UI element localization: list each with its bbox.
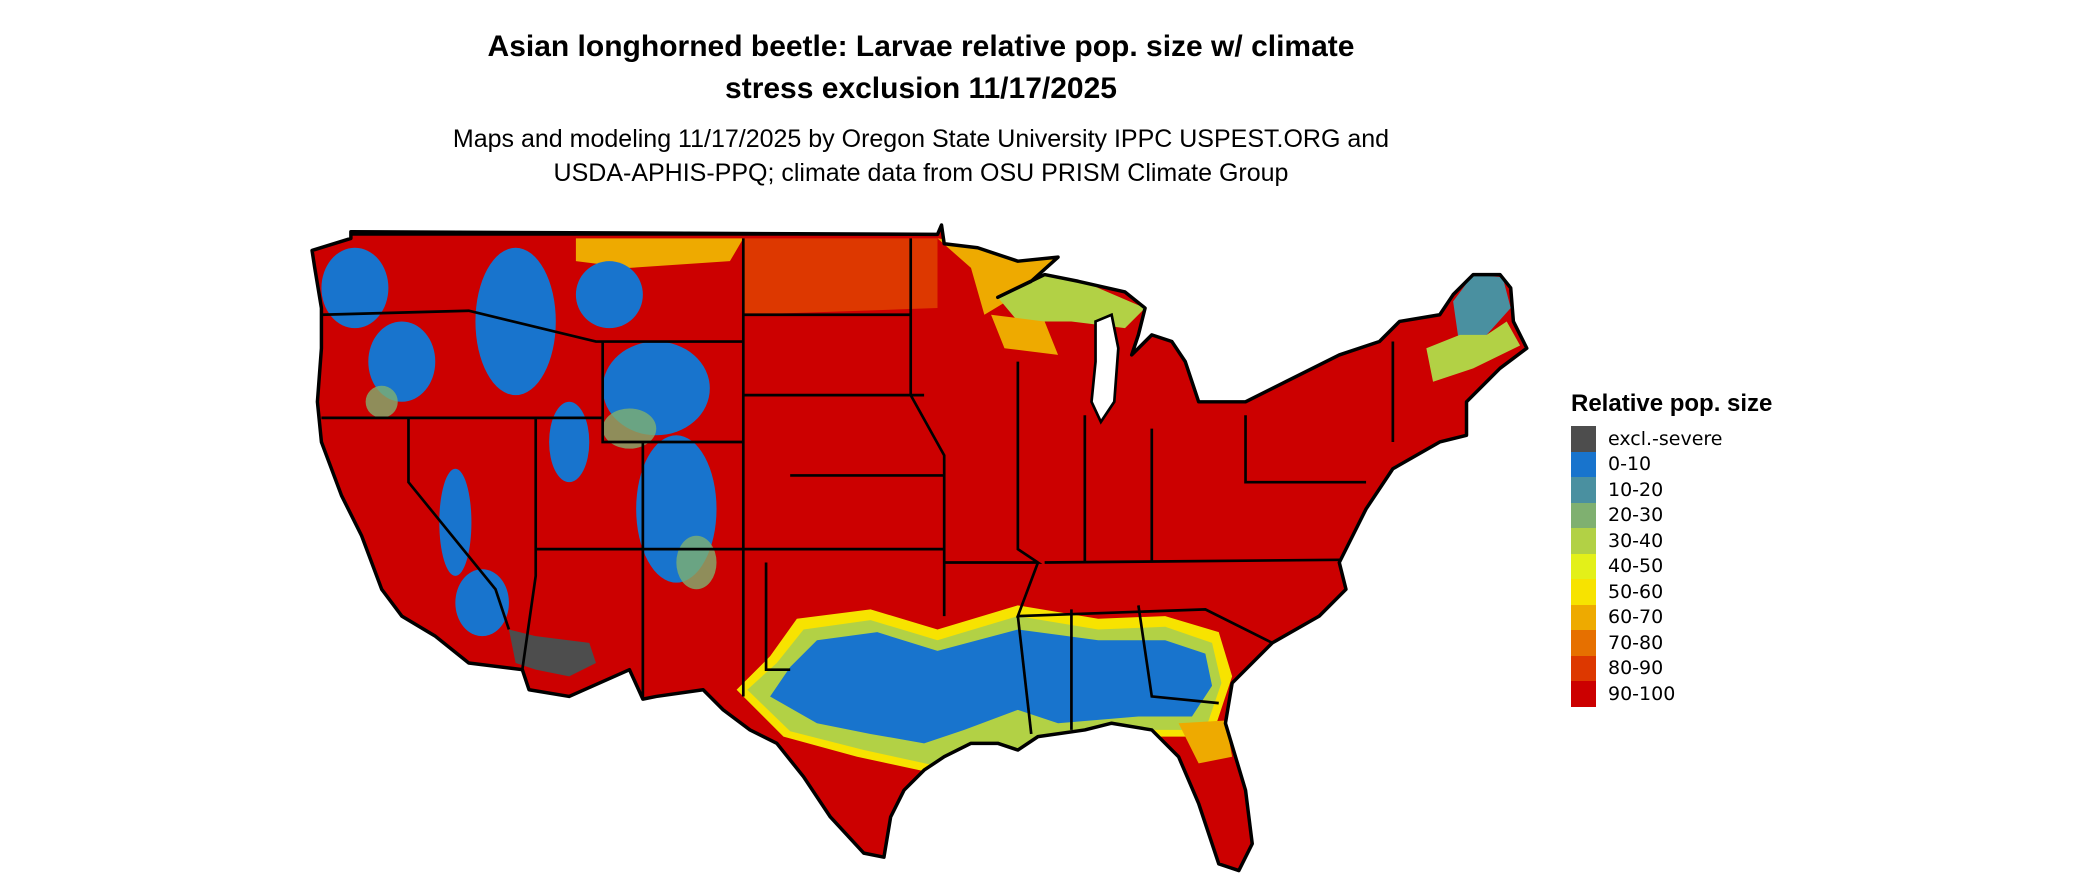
- legend-title: Relative pop. size: [1571, 390, 1773, 417]
- legend-item: excl.-severe: [1571, 426, 1772, 452]
- legend-label: 80-90: [1608, 657, 1664, 680]
- lake-michigan: [1090, 312, 1120, 425]
- legend-item: 50-60: [1571, 579, 1772, 605]
- subtitle-line-1: Maps and modeling 11/17/2025 by Oregon S…: [452, 125, 1390, 153]
- title-line-1: Asian longhorned beetle: Larvae relative…: [487, 30, 1355, 63]
- state-borders: [321, 233, 1395, 735]
- subtitle-line-2: USDA-APHIS-PPQ; climate data from OSU PR…: [553, 159, 1289, 187]
- legend-label: 50-60: [1608, 580, 1664, 603]
- zone-north-plains: [743, 238, 938, 315]
- legend-item: 70-80: [1571, 630, 1772, 656]
- legend-item: 30-40: [1571, 528, 1772, 554]
- map-title: Asian longhorned beetle: Larvae relative…: [0, 26, 1842, 110]
- legend-swatch: [1571, 655, 1596, 681]
- legend-item: 90-100: [1571, 681, 1772, 707]
- legend-label: 90-100: [1608, 682, 1676, 705]
- legend-item: 0-10: [1571, 451, 1772, 477]
- zone-upper-michigan: [997, 267, 1146, 329]
- zone-maine: [1453, 274, 1511, 349]
- legend-item: 40-50: [1571, 553, 1772, 579]
- zone-montana-east: [575, 238, 744, 268]
- zone-florida-fringe: [1178, 720, 1233, 764]
- legend-swatch: [1571, 477, 1596, 503]
- legend-swatch: [1571, 528, 1596, 554]
- legend-item: 60-70: [1571, 604, 1772, 630]
- legend-swatch: [1571, 426, 1596, 452]
- legend-swatch: [1571, 681, 1596, 707]
- legend-item: 80-90: [1571, 655, 1772, 681]
- map-subtitle: Maps and modeling 11/17/2025 by Oregon S…: [0, 122, 1842, 190]
- legend-swatch: [1571, 630, 1596, 656]
- title-line-2: stress exclusion 11/17/2025: [725, 72, 1117, 105]
- legend-swatch: [1571, 502, 1596, 528]
- legend-swatch: [1571, 451, 1596, 477]
- legend-swatch: [1571, 579, 1596, 605]
- legend-item: 20-30: [1571, 502, 1772, 528]
- legend: Relative pop. size excl.-severe 0-10 10-20…: [1571, 390, 1772, 707]
- legend-label: 60-70: [1608, 606, 1664, 629]
- legend-label: 0-10: [1608, 453, 1652, 476]
- legend-label: 20-30: [1608, 504, 1664, 527]
- legend-label: 30-40: [1608, 529, 1664, 552]
- legend-label: 40-50: [1608, 555, 1664, 578]
- zone-southeast-blue: [770, 629, 1213, 744]
- legend-label: excl.-severe: [1608, 427, 1723, 450]
- zone-excluded: [508, 629, 596, 677]
- zone-maine-fringe: [1426, 321, 1521, 382]
- legend-label: 70-80: [1608, 631, 1664, 654]
- legend-swatch: [1571, 553, 1596, 579]
- legend-swatch: [1571, 604, 1596, 630]
- legend-item: 10-20: [1571, 477, 1772, 503]
- legend-label: 10-20: [1608, 478, 1664, 501]
- legend-items: excl.-severe 0-10 10-20 20-30 30-40 40-50 50-6…: [1571, 426, 1772, 707]
- us-outline: [310, 223, 1529, 873]
- zone-wisconsin-north: [991, 314, 1059, 355]
